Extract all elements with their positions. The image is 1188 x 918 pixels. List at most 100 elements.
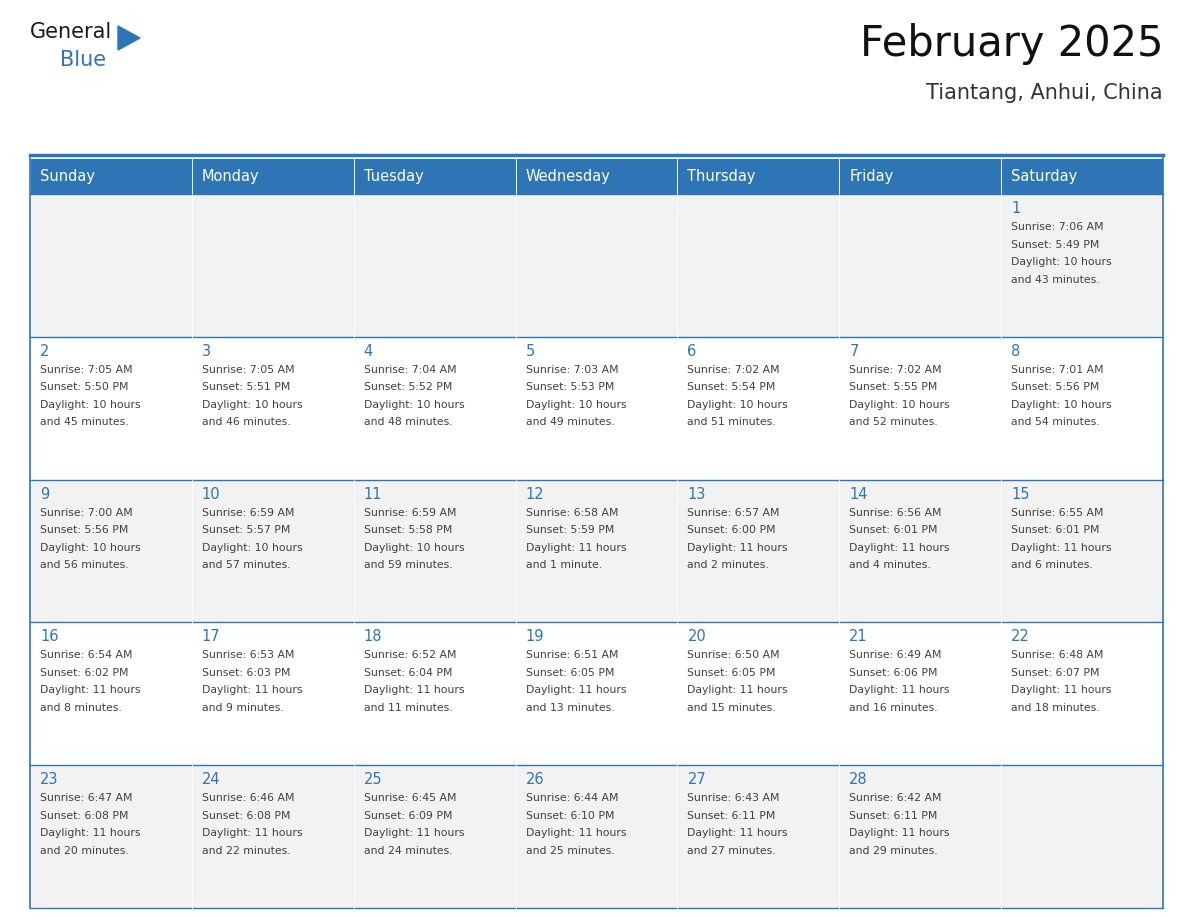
Bar (191, 194, 354, 337)
Text: 5: 5 (525, 344, 535, 359)
Bar (191, 622, 354, 766)
Text: 9: 9 (40, 487, 49, 501)
Text: Sunrise: 6:49 AM: Sunrise: 6:49 AM (849, 650, 942, 660)
Bar (30, 158, 191, 194)
Text: and 11 minutes.: and 11 minutes. (364, 703, 453, 713)
Text: Sunset: 5:49 PM: Sunset: 5:49 PM (1011, 240, 1100, 250)
Text: 4: 4 (364, 344, 373, 359)
Text: Daylight: 11 hours: Daylight: 11 hours (1011, 543, 1112, 553)
Text: 7: 7 (849, 344, 859, 359)
Text: and 20 minutes.: and 20 minutes. (40, 845, 128, 856)
Text: Sunrise: 6:48 AM: Sunrise: 6:48 AM (1011, 650, 1104, 660)
Text: 24: 24 (202, 772, 221, 788)
Text: 19: 19 (525, 630, 544, 644)
Text: 6: 6 (688, 344, 696, 359)
Text: Sunset: 6:08 PM: Sunset: 6:08 PM (40, 811, 128, 821)
Text: Sunrise: 6:51 AM: Sunrise: 6:51 AM (525, 650, 618, 660)
Text: Daylight: 10 hours: Daylight: 10 hours (364, 543, 465, 553)
Text: Sunrise: 6:46 AM: Sunrise: 6:46 AM (202, 793, 295, 803)
Text: Daylight: 10 hours: Daylight: 10 hours (525, 400, 626, 409)
Bar (354, 158, 516, 194)
Text: Sunset: 6:05 PM: Sunset: 6:05 PM (688, 668, 776, 677)
Text: Sunset: 5:54 PM: Sunset: 5:54 PM (688, 382, 776, 392)
Text: Sunset: 6:02 PM: Sunset: 6:02 PM (40, 668, 128, 677)
Bar (516, 622, 677, 766)
Bar (677, 766, 839, 908)
Bar (516, 337, 677, 479)
Text: Daylight: 11 hours: Daylight: 11 hours (688, 686, 788, 696)
Text: Sunset: 5:56 PM: Sunset: 5:56 PM (1011, 382, 1100, 392)
Bar (30, 337, 191, 479)
Text: and 46 minutes.: and 46 minutes. (202, 418, 291, 427)
Text: Sunrise: 7:06 AM: Sunrise: 7:06 AM (1011, 222, 1104, 232)
Text: and 59 minutes.: and 59 minutes. (364, 560, 453, 570)
Text: Saturday: Saturday (1011, 169, 1078, 184)
Text: and 25 minutes.: and 25 minutes. (525, 845, 614, 856)
Text: and 52 minutes.: and 52 minutes. (849, 418, 937, 427)
Bar (839, 766, 1001, 908)
Text: 17: 17 (202, 630, 221, 644)
Text: Sunrise: 7:03 AM: Sunrise: 7:03 AM (525, 364, 618, 375)
Text: Daylight: 10 hours: Daylight: 10 hours (40, 400, 140, 409)
Text: 16: 16 (40, 630, 58, 644)
Text: Sunset: 6:03 PM: Sunset: 6:03 PM (202, 668, 290, 677)
Text: Sunset: 6:11 PM: Sunset: 6:11 PM (688, 811, 776, 821)
Text: Sunset: 6:09 PM: Sunset: 6:09 PM (364, 811, 453, 821)
Text: Daylight: 11 hours: Daylight: 11 hours (202, 828, 303, 838)
Text: 1: 1 (1011, 201, 1020, 216)
Text: and 43 minutes.: and 43 minutes. (1011, 274, 1100, 285)
Text: Sunrise: 6:42 AM: Sunrise: 6:42 AM (849, 793, 942, 803)
Bar (30, 622, 191, 766)
Text: Tiantang, Anhui, China: Tiantang, Anhui, China (927, 83, 1163, 103)
Bar (677, 194, 839, 337)
Bar (516, 158, 677, 194)
Text: Sunset: 5:55 PM: Sunset: 5:55 PM (849, 382, 937, 392)
Bar (30, 766, 191, 908)
Text: and 51 minutes.: and 51 minutes. (688, 418, 776, 427)
Text: Daylight: 11 hours: Daylight: 11 hours (364, 686, 465, 696)
Bar (191, 337, 354, 479)
Polygon shape (118, 26, 140, 50)
Text: Daylight: 11 hours: Daylight: 11 hours (40, 686, 140, 696)
Bar (839, 479, 1001, 622)
Text: Daylight: 11 hours: Daylight: 11 hours (849, 543, 949, 553)
Text: Daylight: 10 hours: Daylight: 10 hours (849, 400, 950, 409)
Text: 20: 20 (688, 630, 706, 644)
Text: Sunset: 6:11 PM: Sunset: 6:11 PM (849, 811, 937, 821)
Text: and 29 minutes.: and 29 minutes. (849, 845, 937, 856)
Text: Sunset: 6:01 PM: Sunset: 6:01 PM (1011, 525, 1100, 535)
Text: Sunrise: 6:44 AM: Sunrise: 6:44 AM (525, 793, 618, 803)
Text: Sunrise: 6:59 AM: Sunrise: 6:59 AM (364, 508, 456, 518)
Text: Sunrise: 7:04 AM: Sunrise: 7:04 AM (364, 364, 456, 375)
Text: Sunrise: 6:50 AM: Sunrise: 6:50 AM (688, 650, 781, 660)
Text: Daylight: 11 hours: Daylight: 11 hours (202, 686, 303, 696)
Bar (1001, 194, 1163, 337)
Text: 25: 25 (364, 772, 383, 788)
Text: and 57 minutes.: and 57 minutes. (202, 560, 291, 570)
Text: Daylight: 11 hours: Daylight: 11 hours (1011, 686, 1112, 696)
Text: Friday: Friday (849, 169, 893, 184)
Text: and 16 minutes.: and 16 minutes. (849, 703, 937, 713)
Text: 26: 26 (525, 772, 544, 788)
Bar (191, 766, 354, 908)
Text: Sunset: 5:59 PM: Sunset: 5:59 PM (525, 525, 614, 535)
Text: 21: 21 (849, 630, 868, 644)
Text: and 9 minutes.: and 9 minutes. (202, 703, 284, 713)
Text: and 15 minutes.: and 15 minutes. (688, 703, 776, 713)
Text: 8: 8 (1011, 344, 1020, 359)
Bar (839, 622, 1001, 766)
Text: Sunset: 5:53 PM: Sunset: 5:53 PM (525, 382, 614, 392)
Text: 27: 27 (688, 772, 706, 788)
Bar (354, 337, 516, 479)
Bar (839, 337, 1001, 479)
Text: Sunset: 6:08 PM: Sunset: 6:08 PM (202, 811, 290, 821)
Bar (191, 479, 354, 622)
Bar (30, 479, 191, 622)
Text: 11: 11 (364, 487, 383, 501)
Bar (354, 766, 516, 908)
Bar (516, 766, 677, 908)
Text: 14: 14 (849, 487, 867, 501)
Text: and 1 minute.: and 1 minute. (525, 560, 601, 570)
Text: 23: 23 (40, 772, 58, 788)
Bar (516, 479, 677, 622)
